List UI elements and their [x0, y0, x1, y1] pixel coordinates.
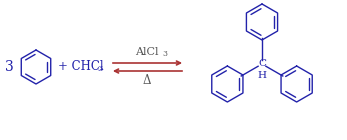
Text: + CHCl: + CHCl	[58, 60, 104, 74]
Text: C: C	[258, 60, 266, 68]
Text: H: H	[257, 72, 266, 80]
Text: AlCl: AlCl	[135, 47, 159, 57]
Text: Δ: Δ	[143, 74, 151, 88]
Text: 3: 3	[97, 65, 102, 73]
Text: 3: 3	[5, 60, 14, 74]
Text: 3: 3	[162, 51, 167, 59]
